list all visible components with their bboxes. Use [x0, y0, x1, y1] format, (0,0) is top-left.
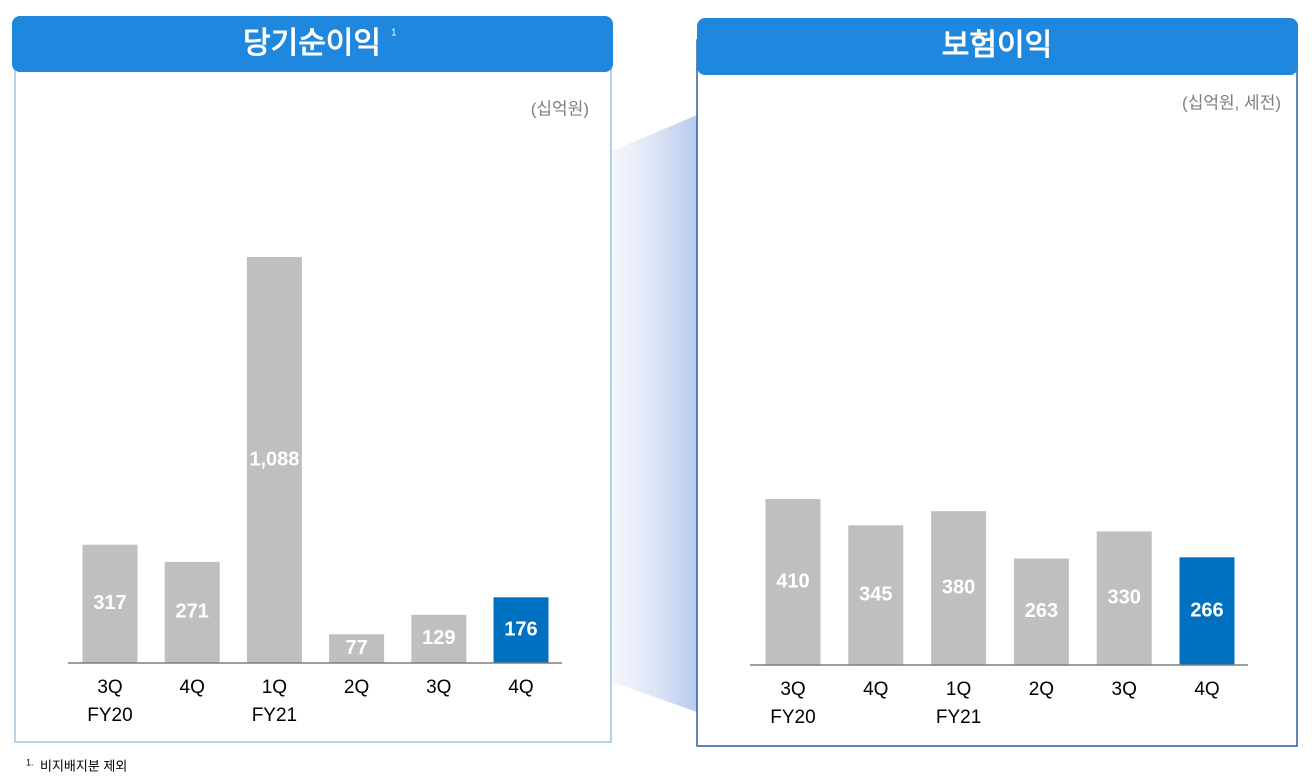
- x-tick-label: 4Q: [1194, 679, 1219, 700]
- value-label: 176: [504, 618, 537, 640]
- value-label: 271: [176, 601, 209, 623]
- panel-header: [697, 18, 1298, 75]
- value-label: 1,088: [249, 448, 299, 470]
- x-tick-label: 4Q: [863, 679, 888, 700]
- chart-title: 보험이익: [942, 29, 1052, 62]
- group-label: FY21: [252, 705, 297, 726]
- x-tick-label: 2Q: [344, 677, 369, 698]
- footnote-marker: 1.: [26, 757, 34, 767]
- bar: [931, 511, 987, 665]
- bar: [493, 597, 549, 663]
- x-tick-label: 4Q: [508, 677, 533, 698]
- x-tick-label: 2Q: [1029, 679, 1054, 700]
- footnote: 비지배지분 제외: [40, 758, 127, 773]
- bar: [1096, 531, 1152, 665]
- value-label: 129: [422, 627, 455, 649]
- value-label: 330: [1108, 586, 1141, 608]
- bar: [1179, 557, 1235, 665]
- value-label: 317: [93, 592, 126, 614]
- group-label: FY20: [87, 705, 132, 726]
- bar: [329, 634, 385, 663]
- x-tick-label: 4Q: [180, 677, 205, 698]
- bar: [848, 525, 904, 665]
- group-label: FY20: [770, 707, 815, 728]
- x-tick-label: 3Q: [1112, 679, 1137, 700]
- x-tick-label: 3Q: [426, 677, 451, 698]
- bar: [765, 499, 821, 665]
- panel-header: [12, 16, 613, 72]
- x-tick-label: 1Q: [262, 677, 287, 698]
- value-label: 77: [345, 637, 367, 659]
- bar: [164, 561, 220, 663]
- title-note: 1: [391, 28, 397, 39]
- value-label: 263: [1025, 600, 1058, 622]
- value-label: 266: [1190, 599, 1223, 621]
- group-label: FY21: [936, 707, 981, 728]
- bar: [246, 257, 302, 663]
- x-tick-label: 3Q: [780, 679, 805, 700]
- unit-label: (십억원, 세전): [1182, 93, 1281, 112]
- bar: [82, 544, 138, 663]
- value-label: 410: [776, 570, 809, 592]
- bar: [1013, 558, 1069, 665]
- chart-title: 당기순이익: [243, 27, 381, 60]
- value-label: 380: [942, 576, 975, 598]
- x-tick-label: 1Q: [946, 679, 971, 700]
- value-label: 345: [859, 583, 892, 605]
- unit-label: (십억원): [531, 99, 589, 118]
- bar: [411, 614, 467, 663]
- x-tick-label: 3Q: [97, 677, 122, 698]
